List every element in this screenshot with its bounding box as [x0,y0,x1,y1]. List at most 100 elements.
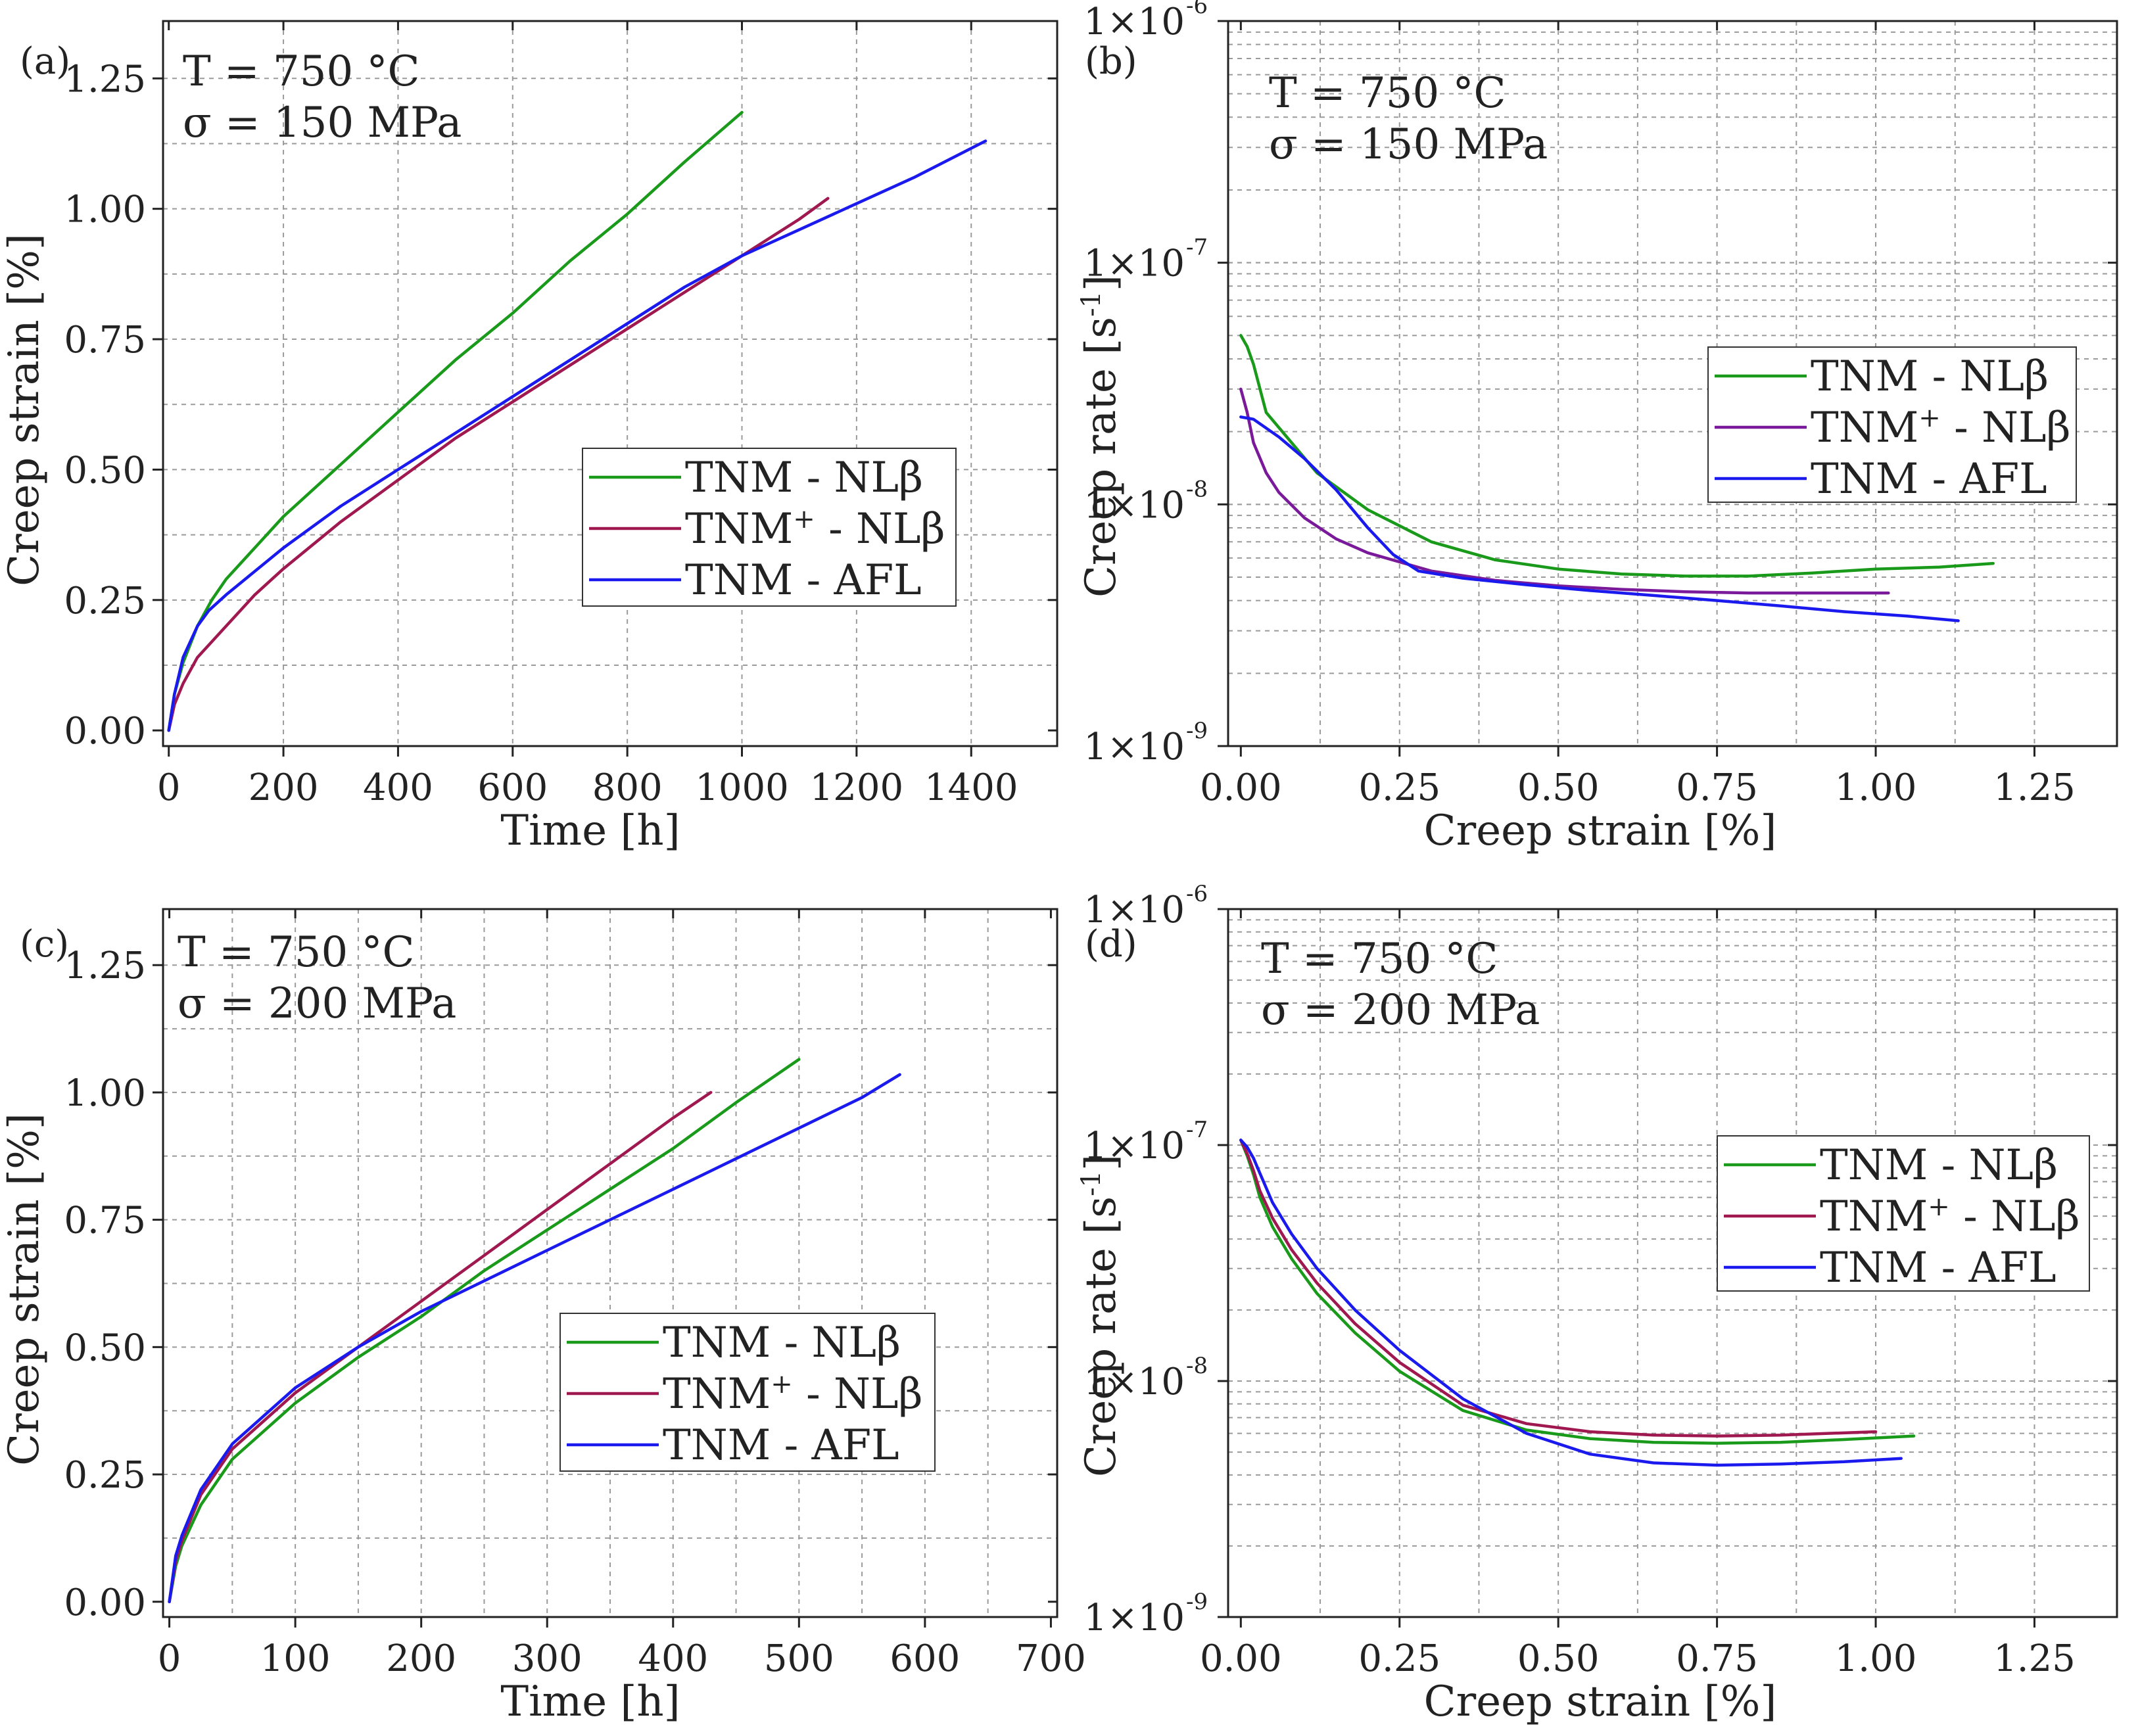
legend-entry: TNM+ - NLβ [685,504,945,553]
y-tick-label: 1×10 [1083,1361,1185,1403]
x-tick-label: 0.75 [1676,766,1758,809]
x-tick-label: 0.25 [1358,1637,1440,1680]
y-tick-label: 1×10 [1083,1,1185,43]
x-tick-label: 1.25 [1993,1637,2076,1680]
legend-entry: TNM+ - NLβ [663,1369,923,1419]
series-line [1239,334,1995,578]
condition-label: σ = 150 MPa [183,99,462,147]
x-axis-title: Time [h] [500,807,680,855]
panel-c-creep-strain-vs-time: 0 100 200 300 400 500 600 700 0.00 0.25 0.50 0.75 1.… [0,908,1086,1726]
condition-label: T = 750 °C [183,47,419,96]
series-line [1239,1138,1916,1445]
x-tick-label: 600 [477,766,548,809]
y-tick-label: 1×10 [1083,726,1185,768]
series-line [167,197,830,732]
plot-frame [1227,20,2118,747]
y-tick-label: 0.25 [64,580,146,622]
legend-entry: TNM - AFL [1820,1244,2057,1292]
y-tick-label: 0.75 [64,1200,146,1242]
y-tick-label: 1×10 [1083,484,1185,527]
series-line [167,110,744,732]
x-tick-label: 1400 [924,766,1018,809]
legend-entry: TNM - AFL [1811,455,2047,504]
x-tick-label: 600 [890,1637,960,1680]
x-tick-label: 1200 [810,766,904,809]
series-line [167,139,987,732]
y-tick-exponent: -9 [1186,1589,1208,1615]
panel-a-creep-strain-vs-time: 0 200 400 600 800 1000 1200 1400 0.00 0.25 0.50 0.7… [0,20,1058,855]
y-tick-label: 0.75 [64,319,146,362]
x-tick-label: 0 [157,766,181,809]
plot-frame [1227,908,2118,1618]
y-tick-label: 1.25 [64,945,146,987]
y-tick-label: 0.50 [64,1326,146,1369]
legend-entry: TNM+ - NLβ [1820,1192,2080,1241]
x-axis-title: Creep strain [%] [1424,1677,1777,1726]
y-tick-label: 1.00 [64,189,146,231]
plot-frame [162,20,1058,747]
x-tick-label: 1000 [695,766,789,809]
legend-entry: TNM - NLβ [1811,352,2049,401]
series-line [1239,1138,1878,1438]
panel-d-creep-rate-vs-strain: 0.00 0.25 0.50 0.75 1.00 1.251×10 -91×10 -81×10… [1076,881,2118,1726]
panel-label: (a) [20,40,70,83]
x-tick-label: 1.00 [1835,1637,1917,1680]
y-axis-title: Creep strain [%] [0,1113,49,1466]
x-tick-label: 0.00 [1200,766,1282,809]
series-line [168,1058,801,1604]
condition-label: T = 750 °C [1261,935,1498,983]
x-tick-label: 0.75 [1676,1637,1758,1680]
y-tick-label: 0.00 [64,710,146,753]
legend-box [1717,1135,2090,1292]
condition-label: T = 750 °C [1269,69,1506,118]
legend-entry: TNM+ - NLβ [1811,403,2071,452]
y-tick-label: 1.25 [64,58,146,101]
y-axis-title: Creep rate [s-1] [1076,1154,1126,1477]
y-tick-exponent: -6 [1186,0,1208,19]
x-tick-label: 400 [363,766,433,809]
x-tick-label: 0.00 [1200,1637,1282,1680]
legend-entry: TNM - AFL [663,1421,899,1470]
x-tick-label: 0.50 [1517,1637,1600,1680]
legend-entry: TNM - NLβ [663,1319,901,1367]
legend-entry: TNM - NLβ [685,454,923,502]
condition-label: σ = 150 MPa [1269,120,1548,169]
x-tick-label: 0 [158,1637,181,1680]
x-tick-label: 400 [638,1637,708,1680]
y-tick-exponent: -9 [1186,718,1208,744]
x-axis-title: Creep strain [%] [1424,807,1777,855]
series-line [1239,387,1890,595]
y-tick-exponent: -7 [1186,1117,1208,1143]
condition-label: T = 750 °C [178,928,414,977]
y-tick-exponent: -7 [1186,235,1208,261]
series-line [168,1073,901,1604]
x-tick-label: 0.25 [1358,766,1440,809]
y-tick-label: 1×10 [1083,243,1185,285]
y-tick-exponent: -8 [1186,1353,1208,1379]
y-tick-exponent: -8 [1186,476,1208,502]
y-tick-label: 0.00 [64,1582,146,1624]
condition-label: σ = 200 MPa [178,979,456,1028]
legend-entry: TNM - AFL [685,556,922,605]
panel-label: (d) [1085,923,1137,966]
x-tick-label: 200 [249,766,319,809]
y-tick-label: 1×10 [1083,1597,1185,1639]
series-line [1239,415,1960,622]
legend-box [1707,346,2077,503]
y-tick-label: 1×10 [1083,889,1185,931]
x-tick-label: 700 [1016,1637,1086,1680]
x-tick-label: 1.25 [1993,766,2076,809]
x-tick-label: 500 [764,1637,834,1680]
y-tick-label: 1×10 [1083,1125,1185,1167]
y-axis-title: Creep strain [%] [0,233,49,586]
series-line [1239,1138,1903,1467]
x-tick-label: 200 [386,1637,456,1680]
y-tick-label: 1.00 [64,1072,146,1115]
panel-label: (b) [1085,40,1137,83]
plot-frame [162,908,1058,1618]
